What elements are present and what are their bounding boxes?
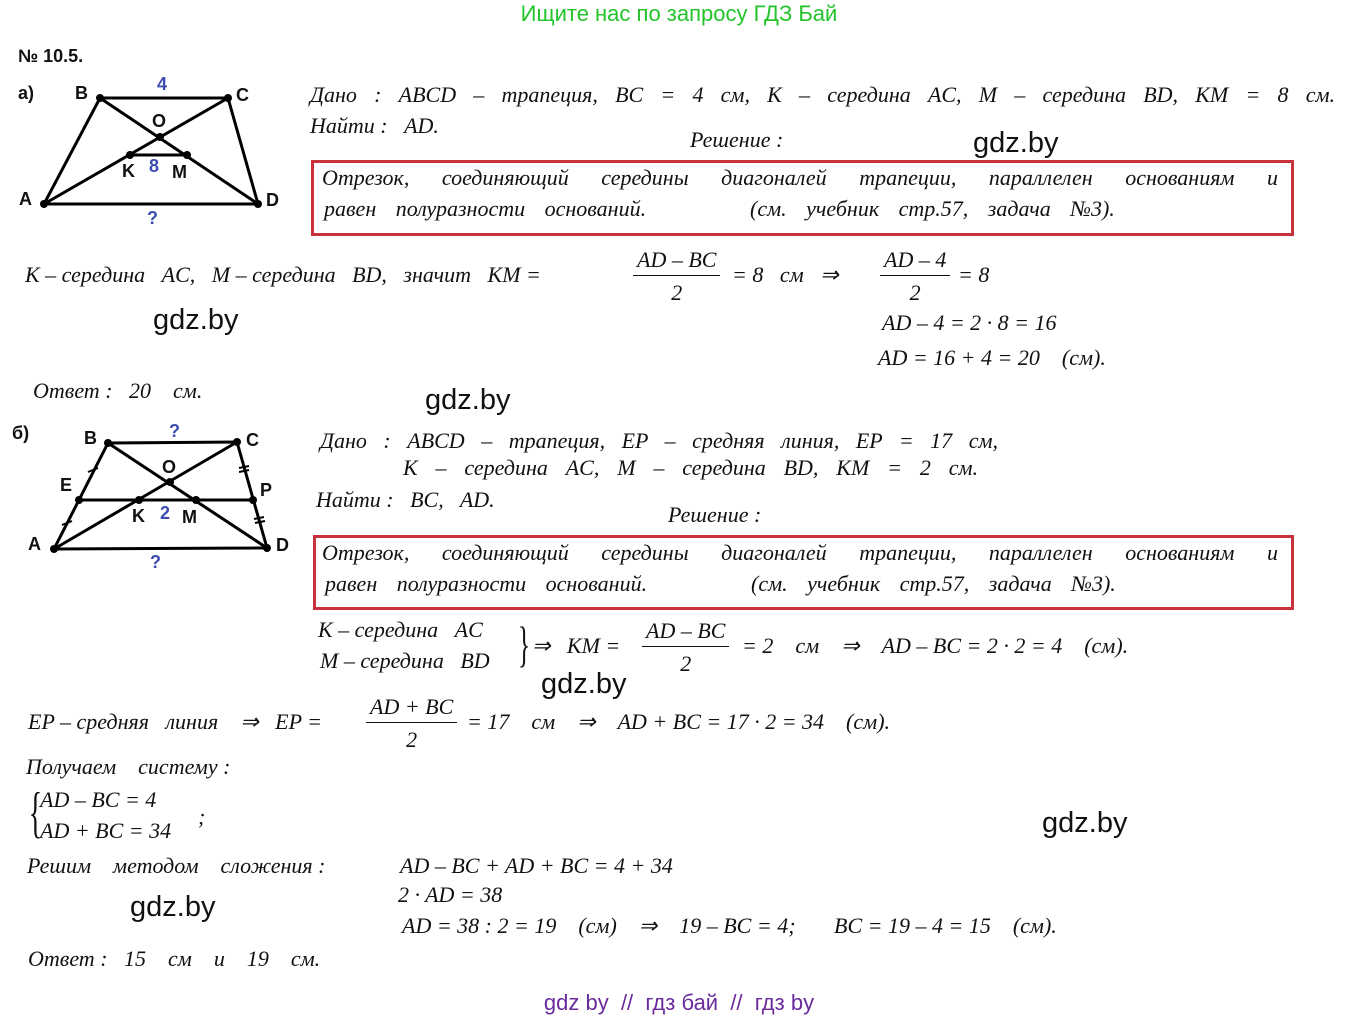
label-km: 2 bbox=[160, 503, 171, 523]
answer-b: Ответ : 15 см и 19 см. bbox=[28, 946, 321, 971]
vertex-d: D bbox=[266, 190, 279, 210]
vertex-c: C bbox=[246, 430, 259, 450]
problem-number: № 10.5. bbox=[18, 46, 84, 66]
s2a-b: EP – средняя линия ⇒ EP = bbox=[28, 709, 322, 734]
point-o: O bbox=[152, 111, 167, 131]
system-label: Получаем систему : bbox=[26, 754, 231, 779]
watermark: gdz.by bbox=[1042, 807, 1128, 839]
given-b-2: K – середина AC, M – середина BD, KM = 2… bbox=[403, 455, 978, 480]
trapezoid-figures bbox=[40, 94, 271, 553]
point-p: P bbox=[260, 480, 273, 500]
fraction-km-b: AD – BC 2 bbox=[642, 618, 730, 677]
step1-a: K – середина AC, M – середина BD, значит… bbox=[25, 262, 541, 287]
vertex-c: C bbox=[236, 85, 249, 105]
fraction-km-a: AD – BC 2 bbox=[633, 247, 721, 306]
find-b: Найти : BC, AD. bbox=[316, 487, 495, 512]
system-semicolon: ; bbox=[198, 804, 206, 829]
fraction-ad-a: AD – 4 2 bbox=[880, 247, 951, 306]
footer-links: gdz by // гдз бай // гдз by bbox=[543, 990, 815, 1015]
method-label: Решим методом сложения : bbox=[27, 853, 326, 878]
vertex-a: A bbox=[19, 189, 32, 209]
denominator: 2 bbox=[909, 280, 921, 305]
theorem-ref: (см. учебник стр.57, задача №3). bbox=[750, 196, 1115, 221]
method-step3: AD = 38 : 2 = 19 (см) ⇒ 19 – BC = 4; BC … bbox=[402, 913, 1057, 938]
find-a: Найти : AD. bbox=[310, 113, 439, 138]
watermark: gdz.by bbox=[541, 668, 627, 700]
point-e: E bbox=[60, 475, 73, 495]
right-brace: } bbox=[518, 616, 530, 672]
theorem-line1: Отрезок, соединяющий середины диагоналей… bbox=[322, 540, 1278, 565]
numerator: AD – BC bbox=[642, 618, 730, 647]
label-bc: 4 bbox=[157, 74, 168, 94]
point-k: K bbox=[122, 161, 135, 181]
label-ad: ? bbox=[150, 552, 161, 572]
s1b-b: = 2 см ⇒ AD – BC = 2 · 2 = 4 (см). bbox=[742, 633, 1129, 658]
s2b-b: = 17 см ⇒ AD + BC = 17 · 2 = 34 (см). bbox=[467, 709, 891, 734]
solution-heading-a: Решение : bbox=[690, 127, 784, 152]
step2-a: AD – 4 = 2 · 8 = 16 bbox=[882, 310, 1057, 335]
point-k: K bbox=[132, 506, 145, 526]
watermark: gdz.by bbox=[130, 891, 216, 923]
label-km: 8 bbox=[149, 156, 160, 176]
theorem-ref: (см. учебник стр.57, задача №3). bbox=[751, 571, 1116, 596]
given-a: Дано : ABCD – трапеция, BC = 4 см, K – с… bbox=[310, 82, 1335, 107]
numerator: AD – 4 bbox=[880, 247, 951, 276]
numerator: AD + BC bbox=[366, 694, 458, 723]
step1b-a: = 8 см ⇒ bbox=[732, 262, 839, 287]
step3-a: AD = 16 + 4 = 20 (см). bbox=[878, 345, 1106, 370]
theorem-box-a bbox=[311, 160, 1294, 236]
point-m: M bbox=[182, 507, 197, 527]
watermark: gdz.by bbox=[153, 304, 239, 336]
answer-a: Ответ : 20 см. bbox=[33, 378, 203, 403]
method-step2: 2 · AD = 38 bbox=[398, 882, 503, 907]
part-b-label: б) bbox=[12, 423, 30, 443]
numerator: AD – BC bbox=[633, 247, 721, 276]
denominator: 2 bbox=[671, 280, 683, 305]
given-b-1: Дано : ABCD – трапеция, EP – средняя лин… bbox=[320, 428, 998, 453]
vertex-a: A bbox=[28, 534, 41, 554]
part-a-label: а) bbox=[18, 83, 35, 103]
system-eq1: AD – BC = 4 bbox=[40, 787, 157, 812]
figure-b bbox=[51, 440, 269, 551]
theorem-box-b bbox=[313, 535, 1294, 610]
denominator: 2 bbox=[406, 727, 418, 752]
solution-heading-b: Решение : bbox=[668, 502, 762, 527]
figure-a bbox=[41, 96, 260, 206]
label-ad: ? bbox=[147, 208, 158, 228]
k-midpoint: K – середина AC bbox=[318, 617, 483, 642]
label-bc: ? bbox=[169, 421, 180, 441]
vertex-d: D bbox=[276, 535, 289, 555]
s1a-b: ⇒ KM = bbox=[532, 633, 621, 658]
vertex-b: B bbox=[84, 428, 97, 448]
method-step1: AD – BC + AD + BC = 4 + 34 bbox=[400, 853, 673, 878]
point-o: O bbox=[162, 457, 177, 477]
point-m: M bbox=[172, 162, 187, 182]
header-banner: Ищите нас по запросу ГДЗ Бай bbox=[520, 1, 838, 26]
vertex-b: B bbox=[75, 83, 88, 103]
step1c-a: = 8 bbox=[958, 262, 990, 287]
theorem-line2: равен полуразности оснований. bbox=[325, 571, 648, 596]
watermark: gdz.by bbox=[973, 127, 1059, 159]
denominator: 2 bbox=[680, 651, 692, 676]
left-brace: { bbox=[28, 782, 43, 844]
watermark: gdz.by bbox=[425, 384, 511, 416]
fraction-ep-b: AD + BC 2 bbox=[366, 694, 458, 753]
system-eq2: AD + BC = 34 bbox=[40, 818, 172, 843]
theorem-line2: равен полуразности оснований. bbox=[324, 196, 647, 221]
m-midpoint: M – середина BD bbox=[320, 648, 490, 673]
theorem-line1: Отрезок, соединяющий середины диагоналей… bbox=[322, 165, 1278, 190]
